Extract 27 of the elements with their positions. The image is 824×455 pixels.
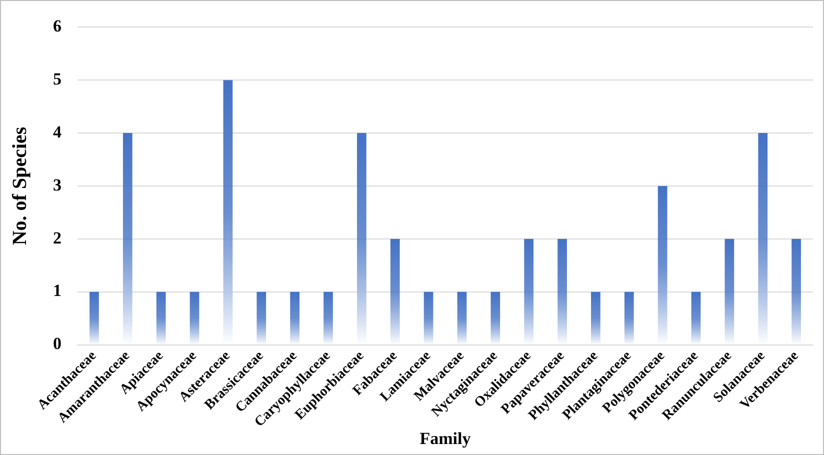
bar bbox=[90, 292, 99, 344]
bar bbox=[724, 238, 734, 344]
bar bbox=[658, 186, 668, 344]
y-tick-label: 5 bbox=[53, 70, 62, 89]
y-tick-label: 0 bbox=[53, 334, 62, 354]
bar bbox=[490, 292, 500, 344]
y-tick-label: 4 bbox=[53, 122, 62, 142]
y-tick-label: 3 bbox=[53, 175, 62, 194]
bar bbox=[424, 292, 434, 344]
y-tick-label: 6 bbox=[53, 16, 62, 36]
bar bbox=[591, 292, 600, 344]
bar bbox=[390, 238, 400, 344]
bar bbox=[691, 292, 701, 344]
bar bbox=[256, 292, 266, 344]
bar bbox=[457, 292, 467, 344]
y-tick-label: 1 bbox=[53, 281, 62, 300]
bar bbox=[290, 292, 300, 344]
bar bbox=[558, 238, 567, 344]
bar bbox=[156, 292, 166, 344]
x-axis-title: Family bbox=[420, 429, 472, 448]
bar bbox=[524, 238, 534, 344]
bar bbox=[792, 238, 801, 344]
y-axis-title: No. of Species bbox=[9, 126, 32, 246]
bar bbox=[190, 292, 200, 344]
y-tick-label: 2 bbox=[53, 228, 62, 248]
bar bbox=[324, 292, 333, 344]
bar bbox=[624, 292, 634, 344]
